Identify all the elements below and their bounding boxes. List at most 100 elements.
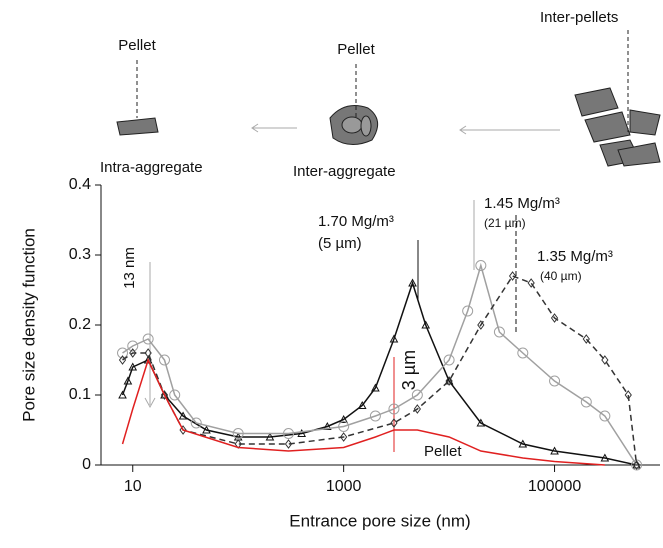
point xyxy=(477,320,485,330)
aggregate-part xyxy=(341,116,363,134)
pellet-shape xyxy=(629,109,661,136)
annotation: (21 µm) xyxy=(484,216,526,230)
annotation: 3 µm xyxy=(399,350,419,390)
series-label: Pellet xyxy=(424,443,462,460)
pellet-shape xyxy=(116,117,159,136)
point xyxy=(127,340,139,352)
point xyxy=(624,390,632,400)
point xyxy=(158,354,170,366)
point xyxy=(421,320,431,329)
point xyxy=(411,389,423,401)
point xyxy=(518,439,528,448)
point xyxy=(493,326,505,338)
y-tick-label: 0.3 xyxy=(69,246,91,263)
pellet-shape xyxy=(574,87,619,117)
series-label: 1.35 Mg/m³ xyxy=(537,248,613,265)
point xyxy=(550,446,559,455)
series-label: 1.45 Mg/m³ xyxy=(484,195,560,212)
annotation: (5 µm) xyxy=(318,235,362,252)
point xyxy=(202,425,211,434)
y-tick-label: 0.1 xyxy=(69,386,91,403)
point xyxy=(283,428,295,439)
annotation-lines xyxy=(144,200,517,452)
y-tick-label: 0.2 xyxy=(69,316,91,333)
point xyxy=(265,432,275,441)
point xyxy=(178,411,188,420)
point xyxy=(444,376,454,385)
point xyxy=(340,432,348,442)
pellet-shape xyxy=(617,142,661,167)
point xyxy=(169,389,181,401)
point xyxy=(357,400,367,409)
diagram-label: Inter-pellets xyxy=(540,9,618,26)
point xyxy=(144,348,152,358)
process-arrow xyxy=(251,123,297,133)
point xyxy=(600,453,610,462)
pellet-shape xyxy=(584,111,631,143)
diagram-label: Inter-aggregate xyxy=(293,163,396,180)
point xyxy=(599,410,611,422)
x-tick-label: 100000 xyxy=(528,478,581,495)
point xyxy=(118,390,127,399)
point xyxy=(390,418,398,428)
point xyxy=(582,334,590,344)
point xyxy=(550,313,559,323)
point xyxy=(508,271,517,281)
x-tick-label: 10 xyxy=(124,478,142,495)
point xyxy=(580,396,592,408)
point xyxy=(297,428,307,437)
series-label: 1.70 Mg/m³ xyxy=(318,213,394,230)
point xyxy=(408,278,417,287)
point xyxy=(632,460,641,470)
series-line xyxy=(122,262,638,466)
point xyxy=(517,347,529,359)
x-tick-label: 1000 xyxy=(326,478,362,495)
point xyxy=(179,425,187,435)
point xyxy=(123,376,133,385)
series-line xyxy=(121,280,637,466)
point xyxy=(371,383,380,392)
point xyxy=(443,354,455,366)
point xyxy=(339,414,348,423)
point xyxy=(118,355,127,365)
x-axis-title: Entrance pore size (nm) xyxy=(289,511,470,530)
point xyxy=(160,390,169,400)
point xyxy=(476,418,486,427)
point xyxy=(322,421,332,430)
process-arrow xyxy=(459,125,560,135)
point xyxy=(117,347,129,359)
point xyxy=(475,260,487,271)
point xyxy=(128,362,138,371)
point xyxy=(369,410,381,422)
y-tick-label: 0 xyxy=(82,456,91,473)
point xyxy=(549,375,561,387)
y-tick-label: 0.4 xyxy=(69,176,91,193)
point xyxy=(232,428,244,439)
annotation: 13 nm xyxy=(121,247,138,289)
point xyxy=(632,460,641,469)
point xyxy=(143,355,153,364)
y-axis-title: Pore size density function xyxy=(19,228,38,422)
aggregate-part xyxy=(360,115,372,137)
point xyxy=(527,278,535,288)
annotation: (40 µm) xyxy=(540,269,582,283)
diagram-label: Intra-aggregate xyxy=(100,159,203,176)
point xyxy=(338,421,350,432)
point xyxy=(389,334,399,343)
arrow xyxy=(144,262,156,409)
diagram xyxy=(116,30,661,167)
point xyxy=(462,305,474,317)
point xyxy=(284,439,293,449)
point xyxy=(388,403,400,415)
point xyxy=(413,404,421,414)
series-line xyxy=(121,357,605,466)
point xyxy=(129,348,137,358)
diagram-label: Pellet xyxy=(337,41,375,58)
point xyxy=(601,355,609,365)
series-line xyxy=(122,275,638,466)
point xyxy=(160,390,169,399)
point xyxy=(142,333,154,345)
point xyxy=(190,417,202,429)
point xyxy=(445,376,453,386)
